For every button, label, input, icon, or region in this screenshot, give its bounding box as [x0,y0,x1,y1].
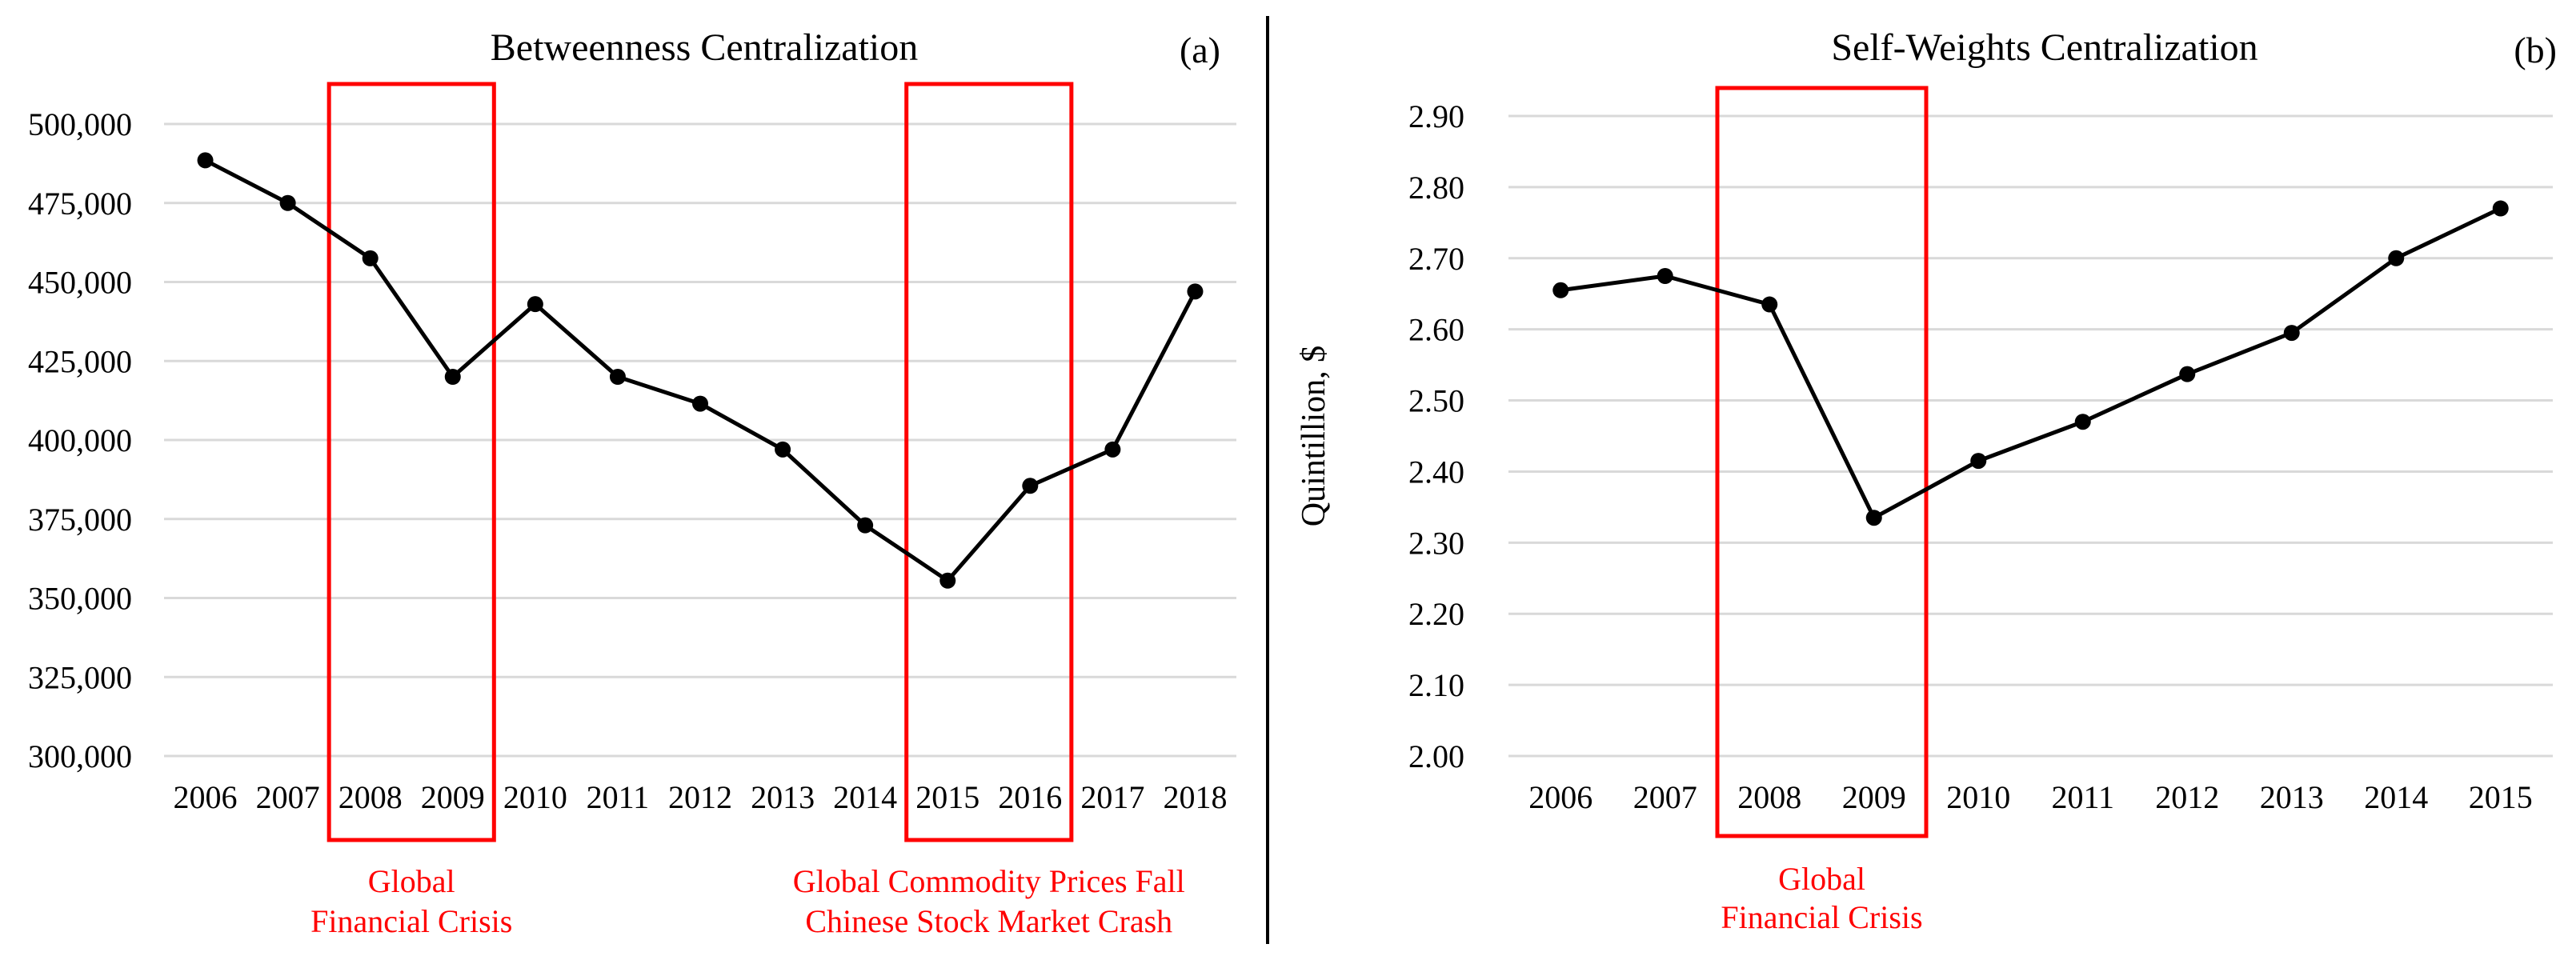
y-tick-label: 2.00 [1408,738,1464,774]
x-tick-label: 2006 [1528,779,1592,815]
data-point [2388,250,2405,266]
chart-title: Betweenness Centralization [491,26,919,69]
x-tick-label: 2011 [587,779,650,815]
data-point [2492,200,2509,217]
y-axis-label: Quintillion, $ [1296,346,1332,526]
chart-title: Self-Weights Centralization [1831,26,2258,69]
highlight-annotation: Global [368,863,455,899]
data-point [1761,296,1778,313]
y-tick-label: 375,000 [28,502,132,538]
x-tick-label: 2018 [1163,779,1227,815]
highlight-annotation: Global Commodity Prices Fall [793,863,1185,899]
x-tick-label: 2012 [668,779,732,815]
data-point [1187,283,1204,300]
y-tick-label: 450,000 [28,265,132,301]
y-tick-label: 500,000 [28,106,132,142]
y-tick-label: 325,000 [28,659,132,695]
highlight-annotation: Chinese Stock Market Crash [805,903,1172,939]
data-point [939,572,956,589]
x-tick-label: 2016 [998,779,1062,815]
y-tick-label: 2.40 [1408,454,1464,490]
x-tick-label: 2010 [503,779,567,815]
data-point [1104,441,1121,458]
x-tick-label: 2010 [1946,779,2010,815]
data-point [362,250,379,266]
data-point [2283,325,2300,342]
chart-betweenness: 300,000 325,000 350,000 375,000 400,000 425,0… [28,26,1236,939]
x-tick-label: 2012 [2155,779,2219,815]
y-tick-label: 2.70 [1408,241,1464,277]
x-tick-label: 2007 [256,779,320,815]
y-tick-label: 2.10 [1408,667,1464,703]
x-tick-label: 2009 [421,779,485,815]
x-tick-label: 2008 [1737,779,1801,815]
x-tick-label: 2015 [915,779,980,815]
highlight-box [904,82,1074,842]
x-tick-label: 2015 [2469,779,2533,815]
x-tick-label: 2009 [1842,779,1906,815]
x-tick-label: 2014 [2364,779,2428,815]
chart-self-weights: 2.00 2.10 2.20 2.30 2.40 2.50 2.60 2.70 2.80 2.90… [1296,26,2557,935]
data-point [1970,453,1987,470]
data-point [857,517,874,534]
data-point [2074,414,2091,430]
y-tick-label: 300,000 [28,738,132,774]
data-point [197,152,214,169]
x-tick-label: 2014 [833,779,897,815]
y-tick-label: 2.30 [1408,525,1464,561]
y-tick-label: 2.80 [1408,170,1464,206]
panel-label: (b) [2514,30,2557,70]
y-tick-label: 2.90 [1408,98,1464,134]
series-line [1560,206,2502,520]
y-tick-label: 425,000 [28,343,132,379]
x-tick-label: 2011 [2051,779,2114,815]
data-point [1552,282,1569,298]
y-tick-label: 475,000 [28,186,132,222]
data-point [1022,478,1039,494]
y-tick-label: 2.60 [1408,312,1464,348]
data-point [1865,510,1882,526]
y-tick-label: 350,000 [28,581,132,617]
highlight-box [327,82,496,842]
x-tick-label: 2006 [174,779,238,815]
data-point [279,194,296,211]
x-tick-label: 2013 [2260,779,2324,815]
x-tick-label: 2008 [339,779,403,815]
data-point [2179,366,2196,382]
x-tick-label: 2017 [1080,779,1144,815]
data-point [775,441,791,458]
data-point [527,296,543,313]
y-tick-label: 400,000 [28,422,132,458]
highlight-annotation: Financial Crisis [310,903,512,939]
x-tick-label: 2007 [1633,779,1697,815]
data-point [692,395,708,412]
y-tick-label: 2.50 [1408,383,1464,419]
highlight-annotation: Global [1778,861,1865,897]
data-point [1657,268,1673,284]
data-point [444,369,461,385]
highlight-box [1715,86,1929,838]
highlight-annotation: Financial Crisis [1721,899,1922,935]
data-point [609,369,626,385]
panel-label: (a) [1180,30,1220,70]
y-tick-label: 2.20 [1408,596,1464,632]
series-line [204,158,1197,583]
x-tick-label: 2013 [751,779,815,815]
